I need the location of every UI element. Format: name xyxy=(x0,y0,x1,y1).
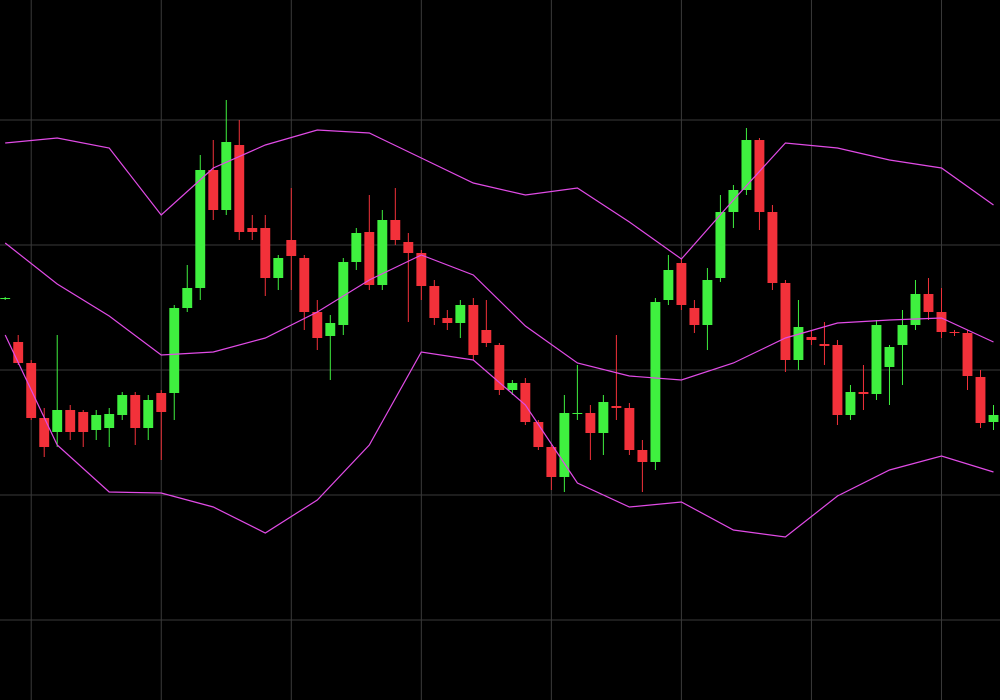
candle-body xyxy=(962,333,973,376)
candle-body xyxy=(78,412,89,432)
candle-body xyxy=(65,410,76,432)
candle-body xyxy=(832,345,843,415)
candle-body xyxy=(312,312,323,338)
candle-body xyxy=(494,345,505,390)
candle-body xyxy=(429,286,440,318)
candle-body xyxy=(910,294,921,325)
candle-body xyxy=(481,330,492,343)
candle-body xyxy=(416,253,427,286)
candle-body xyxy=(533,422,544,447)
candle-body xyxy=(286,240,297,256)
candle-body xyxy=(91,415,102,430)
candle-body xyxy=(715,212,726,278)
candle-body xyxy=(325,323,336,336)
candle-body xyxy=(611,406,622,408)
candle-body xyxy=(793,327,804,360)
band-line xyxy=(4,334,994,538)
candle-body xyxy=(442,318,453,323)
candle-body xyxy=(884,347,895,367)
candle-body xyxy=(520,383,531,422)
candle-body xyxy=(767,212,778,283)
candle-body xyxy=(143,400,154,428)
candle-body xyxy=(403,242,414,253)
candle-body xyxy=(195,170,206,288)
candle-body xyxy=(338,262,349,325)
candle-body xyxy=(598,402,609,433)
candle-body xyxy=(208,170,219,210)
candle-body xyxy=(13,342,24,363)
candle-body xyxy=(663,270,674,300)
candle-body xyxy=(39,418,50,447)
candle-body xyxy=(351,233,362,262)
candle-body xyxy=(234,145,245,232)
candle-body xyxy=(455,305,466,323)
candle-body xyxy=(650,302,661,462)
candle-body xyxy=(507,383,518,390)
candle-body xyxy=(130,395,141,428)
candle-body xyxy=(299,258,310,312)
candle-body xyxy=(871,325,882,394)
candle-body xyxy=(780,283,791,360)
candle-body xyxy=(117,395,128,415)
candle-body xyxy=(637,450,648,462)
candle-body xyxy=(572,413,583,414)
candle-body xyxy=(377,220,388,285)
candle-body xyxy=(897,325,908,345)
candle-body xyxy=(988,415,999,422)
candle-body xyxy=(52,410,63,432)
candle-body xyxy=(923,294,934,312)
candle-body xyxy=(221,142,232,210)
candle-body xyxy=(0,298,11,299)
candle-body xyxy=(858,392,869,394)
candle-body xyxy=(468,305,479,355)
candle-body xyxy=(260,228,271,278)
candle-body xyxy=(975,377,986,423)
candle-body xyxy=(806,337,817,340)
band-line xyxy=(4,242,994,381)
candle-body xyxy=(754,140,765,212)
candle-body xyxy=(741,140,752,190)
candle-body xyxy=(273,258,284,278)
candle-body xyxy=(546,447,557,477)
candle-body xyxy=(182,288,193,308)
candle-body xyxy=(689,308,700,325)
candle-body xyxy=(702,280,713,325)
candle-body xyxy=(364,232,375,285)
candle-body xyxy=(676,263,687,305)
candle-body xyxy=(936,312,947,332)
candle-body xyxy=(728,190,739,212)
candle-body xyxy=(559,413,570,477)
candle-body xyxy=(390,220,401,240)
candle-body xyxy=(104,414,115,428)
candle-body xyxy=(169,308,180,393)
candle-body xyxy=(156,393,167,412)
candle-body xyxy=(845,392,856,415)
candle-body xyxy=(624,408,635,450)
candle-body xyxy=(949,332,960,333)
candle-body xyxy=(247,228,258,232)
candle-body xyxy=(585,413,596,433)
candle-body xyxy=(819,344,830,346)
band-line xyxy=(5,129,994,260)
